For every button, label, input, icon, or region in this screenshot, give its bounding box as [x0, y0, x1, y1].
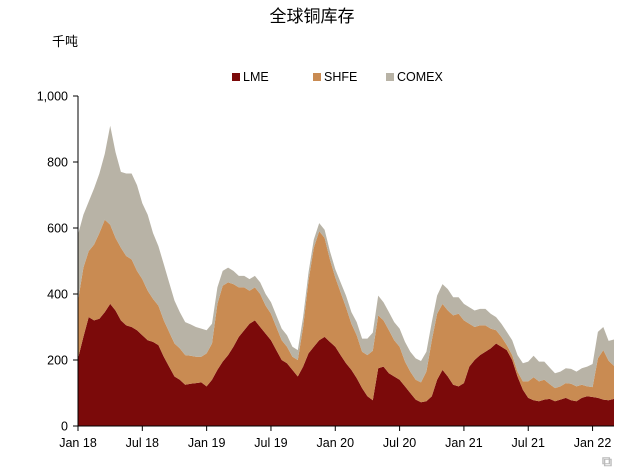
legend-swatch-lme: [232, 73, 240, 81]
y-tick-label: 200: [47, 354, 68, 368]
y-tick-label: 0: [61, 420, 68, 434]
x-tick-label: Jul 18: [126, 436, 159, 450]
legend: LME SHFE COMEX: [232, 70, 444, 84]
y-ticks: 0 200 400 600 800 1,000: [37, 90, 78, 434]
stacked-areas: [78, 125, 614, 426]
x-tick-label: Jan 19: [188, 436, 226, 450]
watermark-logo: ⧉: [602, 454, 612, 470]
legend-label-lme: LME: [243, 70, 269, 84]
x-tick-label: Jul 21: [512, 436, 545, 450]
x-tick-label: Jan 20: [317, 436, 355, 450]
area-lme: [78, 303, 614, 426]
y-tick-label: 400: [47, 288, 68, 302]
legend-swatch-comex: [386, 73, 394, 81]
y-tick-label: 800: [47, 156, 68, 170]
x-tick-label: Jan 18: [59, 436, 97, 450]
area-comex: [78, 125, 614, 389]
y-tick-label: 1,000: [37, 90, 68, 104]
y-tick-label: 600: [47, 222, 68, 236]
legend-swatch-shfe: [313, 73, 321, 81]
x-tick-label: Jan 21: [445, 436, 483, 450]
area-shfe: [78, 219, 614, 403]
x-tick-label: Jan 22: [574, 436, 612, 450]
chart-title: 全球铜库存: [270, 7, 355, 27]
axes: [77, 96, 614, 427]
legend-label-comex: COMEX: [397, 70, 444, 84]
x-ticks: Jan 18 Jul 18 Jan 19 Jul 19 Jan 20 Jul 20 Jan …: [59, 426, 611, 450]
x-tick-label: Jul 19: [254, 436, 287, 450]
x-tick-label: Jul 20: [383, 436, 416, 450]
y-axis-unit-label: 千吨: [52, 35, 78, 50]
legend-label-shfe: SHFE: [324, 70, 357, 84]
